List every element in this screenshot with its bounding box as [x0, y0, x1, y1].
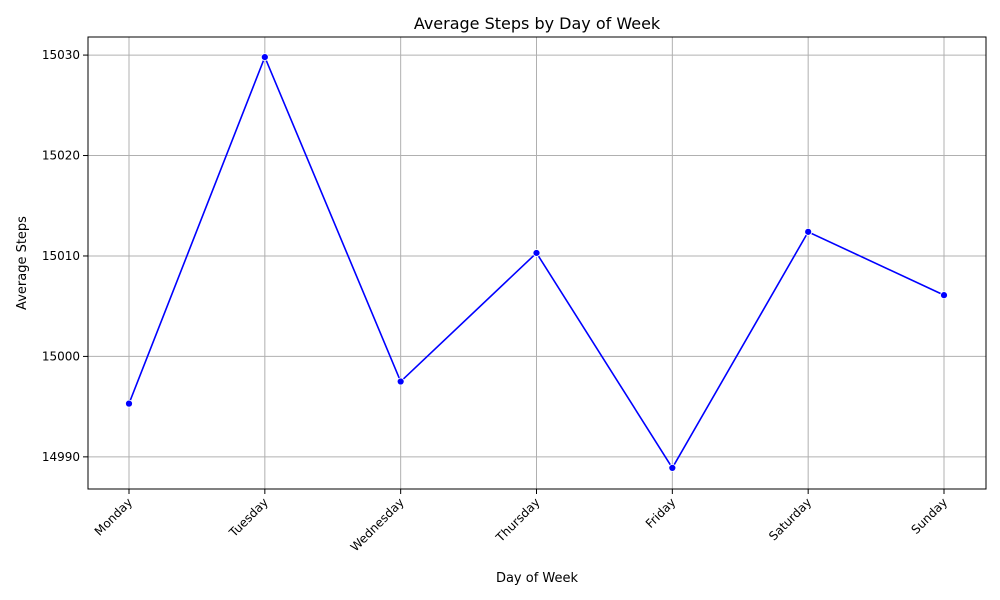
x-tick-label: Thursday — [493, 495, 543, 545]
data-point — [668, 464, 677, 472]
plot-frame — [87, 36, 987, 490]
y-tick-label: 15020 — [42, 149, 80, 163]
x-tick-label: Tuesday — [226, 495, 271, 540]
x-tick-label: Saturday — [766, 495, 814, 543]
y-tick-label: 15010 — [42, 249, 80, 263]
x-tick-label: Monday — [92, 495, 135, 538]
data-point — [532, 249, 541, 257]
x-tick-label: Wednesday — [348, 495, 407, 554]
y-axis-label: Average Steps — [15, 216, 30, 310]
axes: Monday Tuesday Wednesday Thursday Friday Satu… — [42, 36, 987, 554]
x-tick-label: Sunday — [908, 495, 950, 537]
x-axis-label: Day of Week — [496, 571, 579, 586]
data-point — [396, 377, 405, 386]
data-point — [260, 53, 269, 61]
data-point — [125, 399, 133, 408]
series-layer — [125, 53, 948, 472]
y-tick-label: 15030 — [42, 48, 80, 62]
grid-lines — [88, 37, 986, 489]
data-point — [804, 227, 813, 236]
y-tick-label: 14990 — [42, 450, 80, 464]
chart-title: Average Steps by Day of Week — [414, 14, 661, 33]
y-tick-label: 15000 — [42, 349, 80, 363]
x-tick-label: Friday — [643, 495, 679, 531]
data-point — [940, 291, 948, 300]
